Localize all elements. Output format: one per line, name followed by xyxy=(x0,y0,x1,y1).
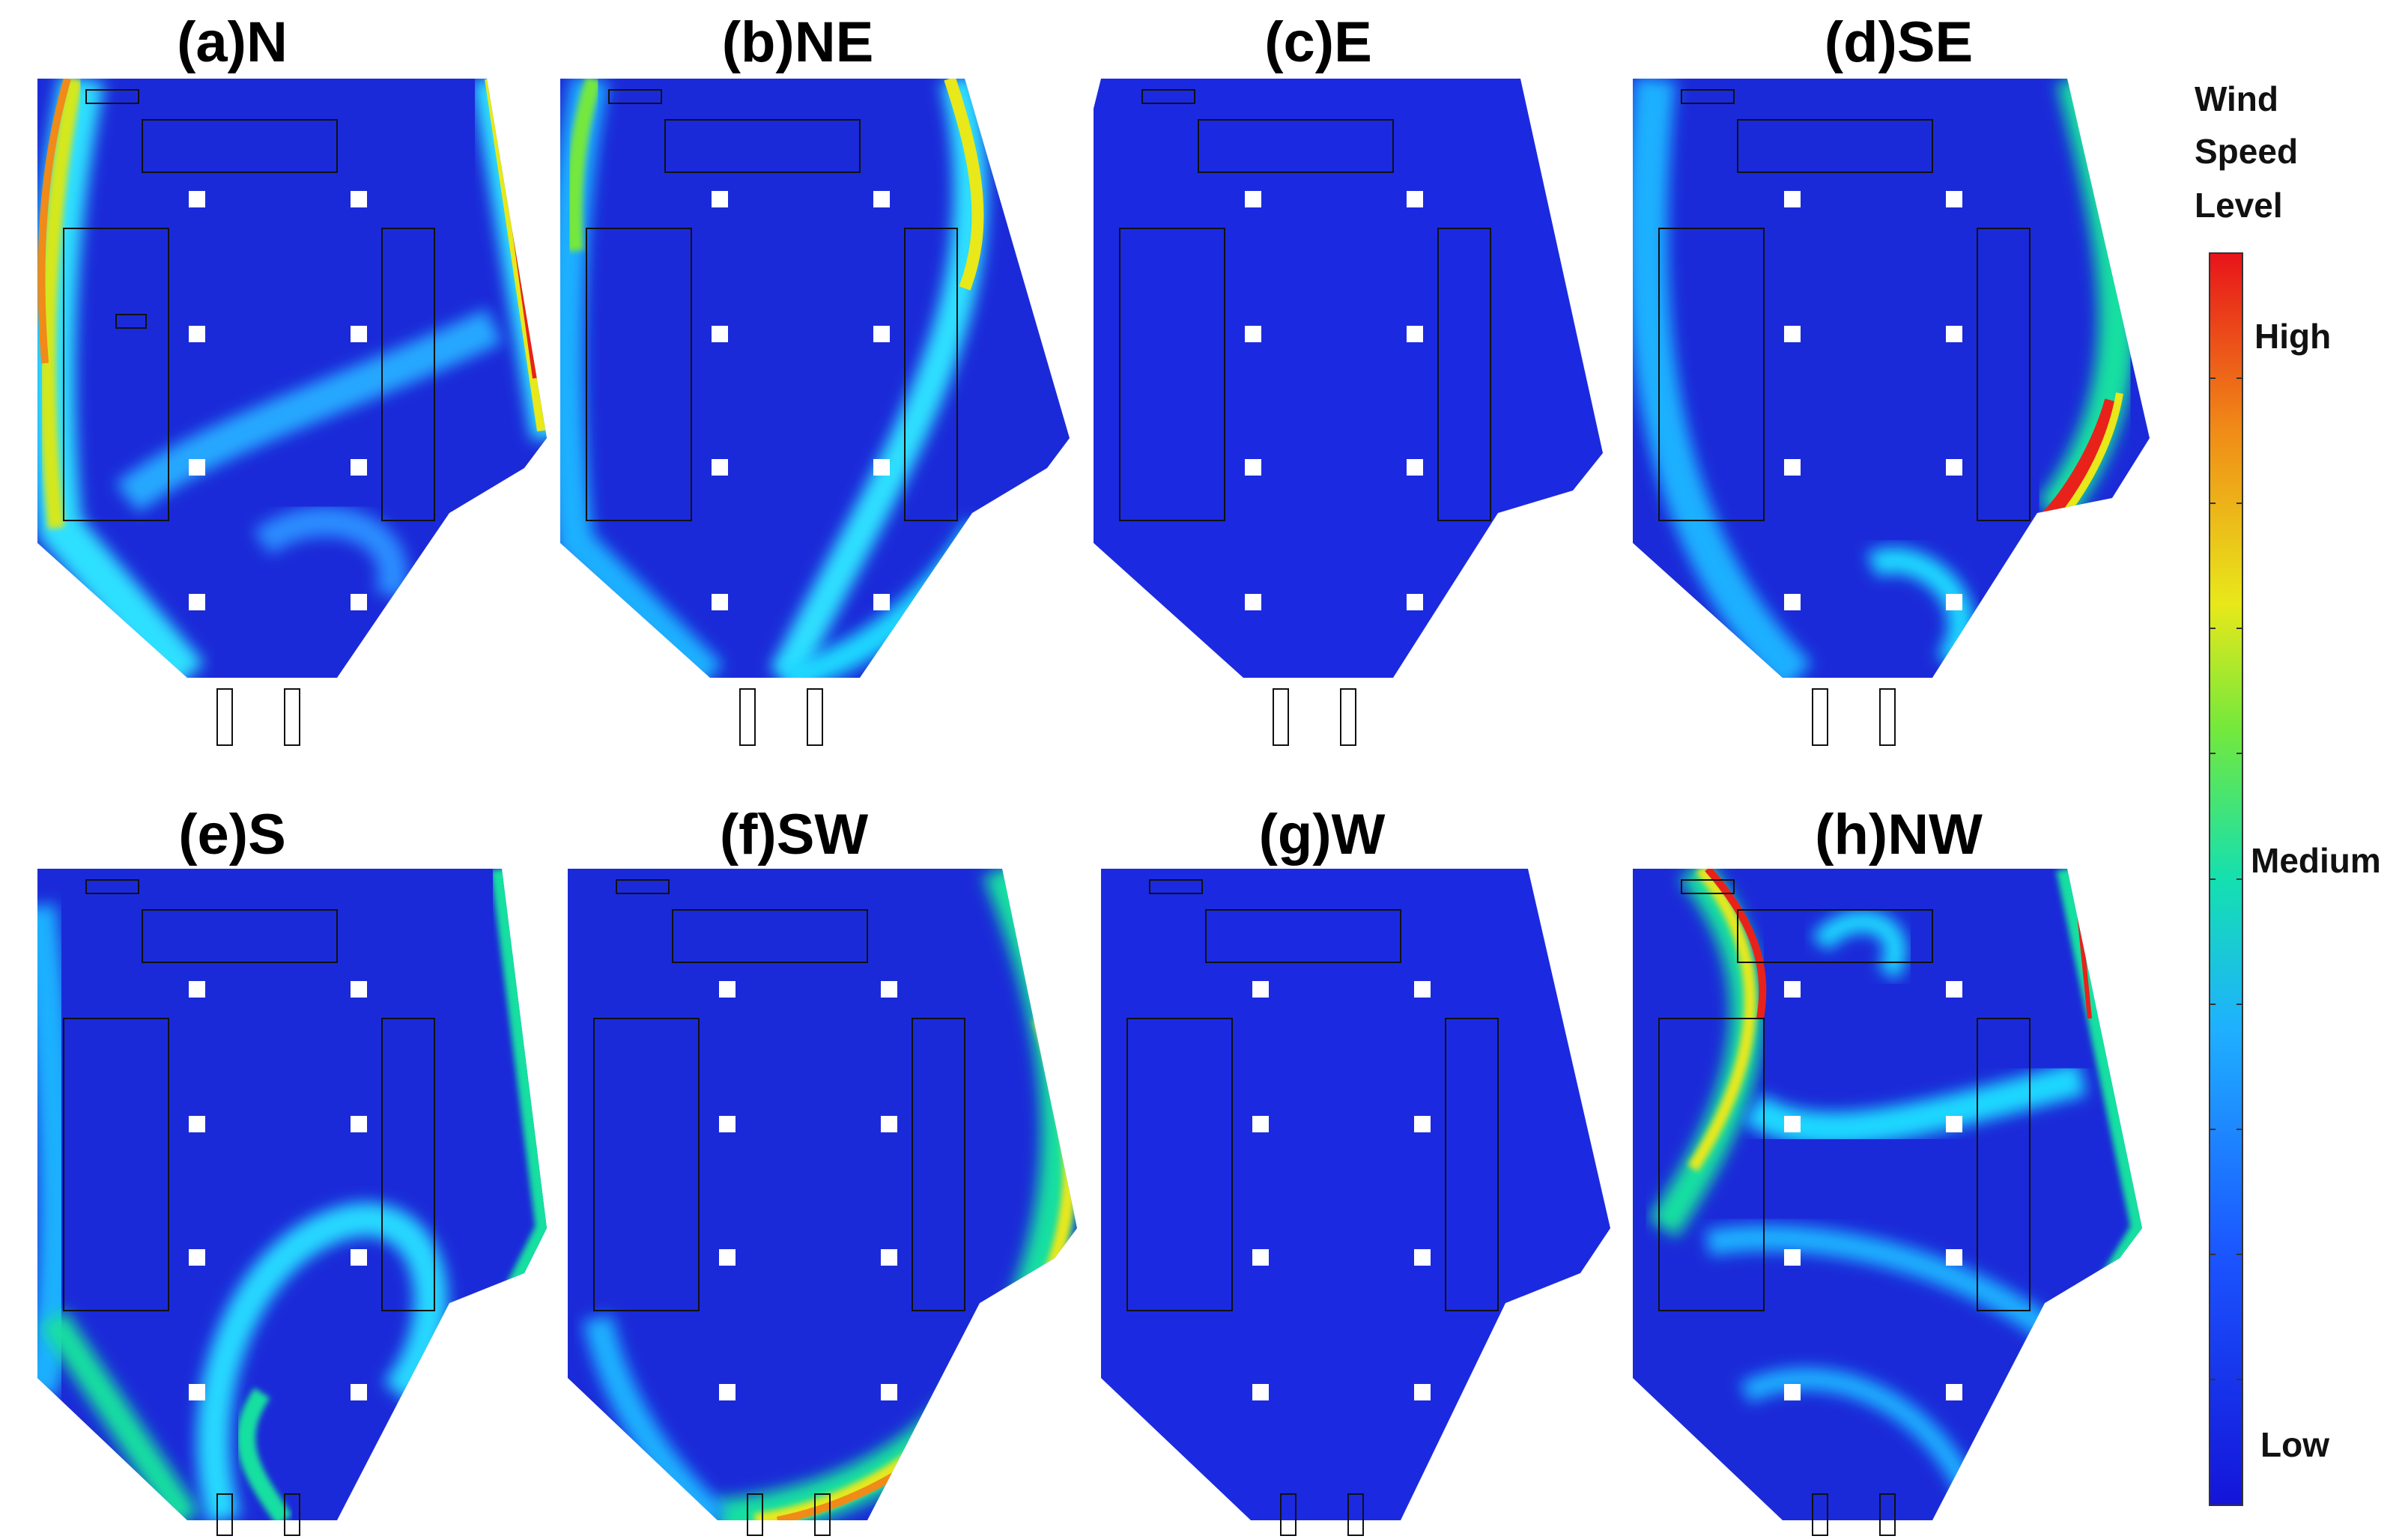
panel-h xyxy=(1633,869,2142,1536)
panel-e xyxy=(37,869,547,1536)
panel-title-c: (c)E xyxy=(1264,10,1372,74)
panel-title-h: (h)NW xyxy=(1815,803,1983,866)
panel-title-e: (e)S xyxy=(178,803,286,866)
legend-level-high: High xyxy=(2254,317,2331,356)
panel-g xyxy=(1101,869,1610,1536)
panel-f xyxy=(568,869,1077,1536)
panel-title-g: (g)W xyxy=(1259,803,1386,866)
legend: Wind Speed Level High Medium Low xyxy=(2195,79,2381,1506)
legend-title-line-3: Level xyxy=(2195,186,2283,225)
panel-title-b: (b)NE xyxy=(722,10,874,74)
panel-title-d: (d)SE xyxy=(1825,10,1973,74)
panel-title-f: (f)SW xyxy=(720,803,869,866)
panel-c xyxy=(1094,79,1603,746)
panel-a-body xyxy=(37,79,547,746)
legend-level-low: Low xyxy=(2260,1425,2329,1464)
panel-b xyxy=(560,79,1070,746)
legend-title-line-1: Wind xyxy=(2195,79,2278,118)
legend-title-line-2: Speed xyxy=(2195,132,2298,171)
legend-level-medium: Medium xyxy=(2251,841,2381,880)
panel-title-a: (a)N xyxy=(177,10,288,74)
legend-ticks xyxy=(2210,377,2242,1380)
panel-d xyxy=(1633,79,2150,746)
panel-a xyxy=(37,79,547,746)
